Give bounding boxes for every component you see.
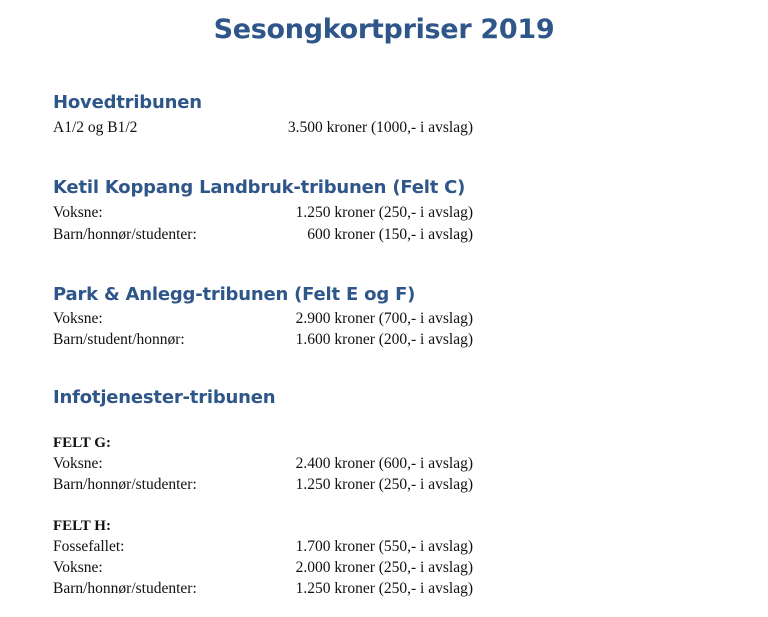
ticket-price: 600 kroner (150,- i avslag) — [307, 226, 473, 243]
ticket-price: 1.250 kroner (250,- i avslag) — [295, 476, 473, 493]
section-heading-hovedtribunen: Hovedtribunen — [53, 92, 202, 113]
price-row: Barn/honnør/studenter: 1.250 kroner (250… — [53, 475, 513, 494]
ticket-category: Voksne: — [53, 559, 103, 576]
section-heading-felt-c: Ketil Koppang Landbruk-tribunen (Felt C) — [53, 177, 466, 198]
price-row: Barn/honnør/studenter: 600 kroner (150,-… — [53, 225, 513, 244]
ticket-category: Barn/student/honnør: — [53, 331, 185, 348]
subsection-heading-felt-g: FELT G: — [53, 435, 111, 451]
ticket-category: Barn/honnør/studenter: — [53, 226, 197, 243]
ticket-category: Fossefallet: — [53, 538, 125, 555]
ticket-category: Voksne: — [53, 455, 103, 472]
ticket-category: Barn/honnør/studenter: — [53, 580, 197, 597]
ticket-price: 1.250 kroner (250,- i avslag) — [295, 204, 473, 221]
subsection-heading-felt-h: FELT H: — [53, 518, 111, 534]
ticket-price: 3.500 kroner (1000,- i avslag) — [287, 119, 473, 136]
price-row: Fossefallet: 1.700 kroner (550,- i avsla… — [53, 537, 513, 556]
price-row: Voksne: 2.400 kroner (600,- i avslag) — [53, 454, 513, 473]
ticket-price: 1.700 kroner (550,- i avslag) — [295, 538, 473, 555]
ticket-price: 2.400 kroner (600,- i avslag) — [295, 455, 473, 472]
page-title: Sesongkortpriser 2019 — [213, 14, 555, 45]
price-row: Voksne: 2.000 kroner (250,- i avslag) — [53, 558, 513, 577]
ticket-price: 1.600 kroner (200,- i avslag) — [295, 331, 473, 348]
ticket-category: Voksne: — [53, 204, 103, 221]
ticket-price: 1.250 kroner (250,- i avslag) — [295, 580, 473, 597]
price-row: Voksne: 1.250 kroner (250,- i avslag) — [53, 203, 513, 222]
ticket-price: 2.000 kroner (250,- i avslag) — [295, 559, 473, 576]
ticket-category: Voksne: — [53, 310, 103, 327]
price-row: Barn/student/honnør: 1.600 kroner (200,-… — [53, 330, 513, 349]
price-row: Barn/honnør/studenter: 1.250 kroner (250… — [53, 579, 513, 598]
section-heading-infotjenester: Infotjenester-tribunen — [53, 387, 276, 408]
ticket-category: A1/2 og B1/2 — [53, 119, 138, 136]
section-heading-felt-e-f: Park & Anlegg-tribunen (Felt E og F) — [53, 284, 416, 305]
ticket-category: Barn/honnør/studenter: — [53, 476, 197, 493]
price-row: Voksne: 2.900 kroner (700,- i avslag) — [53, 309, 513, 328]
price-row: A1/2 og B1/2 3.500 kroner (1000,- i avsl… — [53, 118, 513, 137]
ticket-price: 2.900 kroner (700,- i avslag) — [295, 310, 473, 327]
